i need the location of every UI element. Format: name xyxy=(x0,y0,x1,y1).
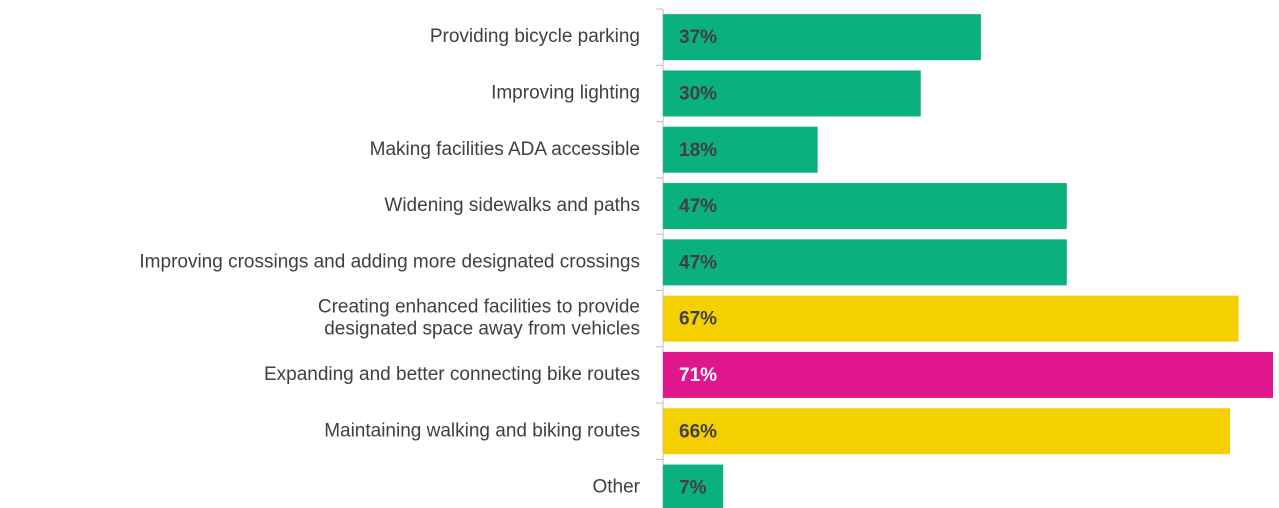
category-label-line: Widening sidewalks and paths xyxy=(384,195,640,216)
value-label: 47% xyxy=(679,252,717,273)
category-label-line: Providing bicycle parking xyxy=(430,26,640,47)
bar xyxy=(663,408,1231,455)
category-label: Providing bicycle parking xyxy=(430,26,640,47)
value-label: 18% xyxy=(679,140,717,161)
bar xyxy=(663,464,724,508)
bar xyxy=(663,183,1067,230)
bar xyxy=(663,14,981,61)
category-label: Making facilities ADA accessible xyxy=(370,139,640,160)
category-label-line: Making facilities ADA accessible xyxy=(370,139,640,160)
category-label: Improving crossings and adding more desi… xyxy=(139,251,640,272)
value-label: 30% xyxy=(679,83,717,104)
category-label-line: Expanding and better connecting bike rou… xyxy=(264,364,640,385)
category-label: Widening sidewalks and paths xyxy=(384,195,640,216)
bar xyxy=(663,295,1239,342)
value-label: 71% xyxy=(679,365,717,386)
category-label-line: designated space away from vehicles xyxy=(324,319,640,340)
bar xyxy=(663,126,818,173)
value-label: 7% xyxy=(679,478,707,499)
category-label-line: Maintaining walking and biking routes xyxy=(324,420,640,441)
category-label-line: Improving lighting xyxy=(491,82,640,103)
category-label: Other xyxy=(592,477,640,498)
bar xyxy=(663,70,921,117)
category-label: Expanding and better connecting bike rou… xyxy=(264,364,640,385)
category-label-line: Improving crossings and adding more desi… xyxy=(139,251,640,272)
value-label: 37% xyxy=(679,27,717,48)
bar xyxy=(663,351,1273,398)
value-label: 66% xyxy=(679,421,717,442)
bar xyxy=(663,239,1067,286)
category-label: Maintaining walking and biking routes xyxy=(324,420,640,441)
value-label: 47% xyxy=(679,196,717,217)
value-label: 67% xyxy=(679,309,717,330)
category-label-line: Creating enhanced facilities to provide xyxy=(318,297,640,318)
category-label: Improving lighting xyxy=(491,82,640,103)
category-label: Creating enhanced facilities to provide d… xyxy=(318,297,640,340)
category-label-line: Other xyxy=(592,477,640,498)
